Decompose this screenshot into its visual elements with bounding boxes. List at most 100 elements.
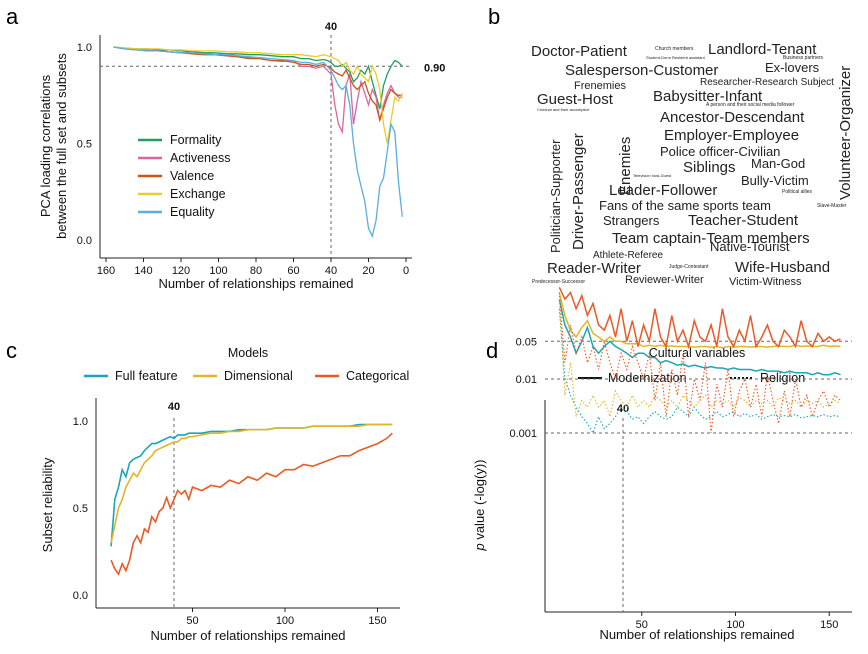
x-tick-label: 20 [362, 265, 374, 277]
wordcloud-word: Enemies [617, 137, 634, 195]
wordcloud-word: Siblings [683, 159, 736, 176]
y-axis-label: PCA loading correlations [38, 74, 53, 217]
wordcloud-word: Native-Tourist [710, 239, 790, 254]
panel-label-b: b [488, 4, 500, 29]
x-tick-label: 160 [97, 265, 115, 277]
ref-vline-label: 40 [325, 21, 337, 33]
wordcloud-word: Researcher-Research Subject [700, 77, 834, 88]
x-axis-label: Number of relationships remained [599, 627, 794, 642]
series-line-exchange [113, 46, 403, 144]
series-line-dimensional [110, 423, 393, 543]
wordcloud-word: Wife-Husband [735, 259, 830, 276]
wordcloud-word: Slave-Master [817, 203, 847, 209]
y-tick-label: 0.5 [77, 139, 92, 151]
y-axis-label-rest: value (-log(y)) [472, 459, 487, 543]
y-axis-label: p value (-log(y)) [472, 459, 487, 551]
wordcloud-word: Athlete-Referee [593, 250, 663, 261]
y-tick-label: 0.001 [509, 428, 537, 440]
y-axis-label-p: p [472, 543, 487, 551]
series-line-categorical [110, 432, 393, 576]
wordcloud-word: Politician-Supporter [548, 139, 563, 253]
series-line-equality [113, 46, 403, 238]
wordcloud-word: Judge-Contestant [669, 264, 709, 270]
wordcloud-word: Frenemies [574, 80, 626, 92]
wordcloud-word: Landlord-Tenant [708, 41, 817, 58]
ref-vline-label: 40 [168, 401, 180, 413]
x-tick-label: 60 [287, 265, 299, 277]
chart-panel-a: 160 140 120 100 80 60 40 20 0 0.0 0.5 1.0 Number of … [38, 21, 445, 291]
legend-label: Categorical [346, 369, 409, 383]
wordcloud-word: Reviewer-Writer [625, 274, 704, 286]
legend-label: Religion [760, 371, 805, 385]
panel-label-d: d [486, 338, 498, 363]
x-tick-label: 40 [325, 265, 337, 277]
wordcloud-word: Babysitter-Infant [653, 88, 763, 105]
y-tick-label: 1.0 [77, 42, 92, 54]
wordcloud-word: Reader-Writer [547, 260, 641, 277]
x-axis-label: Number of relationships remained [158, 276, 353, 291]
y-tick-label: 0.0 [77, 235, 92, 247]
wordcloud-word: Salesperson-Customer [565, 62, 718, 79]
x-axis-label: Number of relationships remained [150, 628, 345, 643]
wordcloud-word: Ancestor-Descendant [660, 109, 805, 126]
series-line-full-feature [110, 423, 393, 547]
y-axis-label: between the full set and subsets [54, 53, 69, 239]
legend-label: Modernization [608, 371, 687, 385]
legend-title: Cultural variables [649, 346, 746, 360]
wordcloud-word: Guest-Host [537, 91, 614, 108]
y-tick-label: 0.01 [516, 374, 537, 386]
x-tick-label: 150 [368, 615, 386, 627]
wordcloud-word: Student-Dorm Resident assistant [646, 55, 706, 60]
panel-label-c: c [6, 338, 17, 363]
wordcloud-word: Bully-Victim [741, 173, 809, 188]
y-axis-label: Subset reliability [40, 457, 55, 552]
ref-vline-label: 40 [617, 403, 629, 415]
series-line-valence [113, 46, 403, 123]
wordcloud-word: Political allies [782, 189, 813, 195]
x-tick-label: 100 [209, 265, 227, 277]
wordcloud-panel-b: Doctor-Patient Church members Student-Dorm… [531, 41, 854, 288]
wordcloud-word: Ex-lovers [765, 60, 820, 75]
legend-label: Formality [170, 133, 222, 147]
wordcloud-word: Employer-Employee [664, 127, 799, 144]
series-line-modernization-0 [558, 299, 841, 376]
wordcloud-word: A person and their social media follower [706, 102, 795, 108]
y-tick-label: 0.5 [73, 503, 88, 515]
chart-panel-d: Cultural variables Modernization Religion 0… [472, 286, 852, 642]
x-tick-label: 50 [186, 615, 198, 627]
x-tick-label: 0 [403, 265, 409, 277]
x-tick-label: 140 [134, 265, 152, 277]
wordcloud-word: Doctor-Patient [531, 43, 628, 60]
wordcloud-word: Victim-Witness [729, 276, 802, 288]
legend-label: Equality [170, 205, 215, 219]
wordcloud-word: Teacher-Student [688, 212, 799, 229]
x-tick-label: 50 [636, 619, 648, 631]
panel-label-a: a [6, 4, 19, 29]
wordcloud-word: Criminal and their accomplice [537, 107, 590, 112]
ref-hline-label: 0.90 [424, 62, 445, 74]
series-line-religion-3 [558, 308, 841, 435]
wordcloud-word: Team captain-Team members [612, 230, 810, 247]
legend-label: Full feature [115, 369, 178, 383]
legend-label: Activeness [170, 151, 230, 165]
series-line-modernization-1 [558, 292, 841, 349]
wordcloud-word: Fans of the same sports team [599, 198, 771, 213]
series-line-formality [113, 46, 403, 109]
x-tick-label: 100 [276, 615, 294, 627]
wordcloud-word: Television host-Guest [633, 173, 672, 178]
legend-title: Models [228, 346, 268, 360]
wordcloud-word: Volunteer-Organizer [837, 66, 854, 200]
legend-label: Valence [170, 169, 214, 183]
wordcloud-word: Police officer-Civilian [660, 144, 780, 159]
series-line-activeness [113, 46, 403, 135]
x-tick-label: 100 [726, 619, 744, 631]
wordcloud-word: Strangers [603, 213, 660, 228]
x-tick-label: 80 [250, 265, 262, 277]
y-tick-label: 1.0 [73, 416, 88, 428]
wordcloud-word: Church members [655, 46, 694, 52]
wordcloud-word: Business partners [783, 55, 824, 61]
legend-label: Dimensional [224, 369, 293, 383]
x-tick-label: 120 [172, 265, 190, 277]
legend-label: Exchange [170, 187, 226, 201]
